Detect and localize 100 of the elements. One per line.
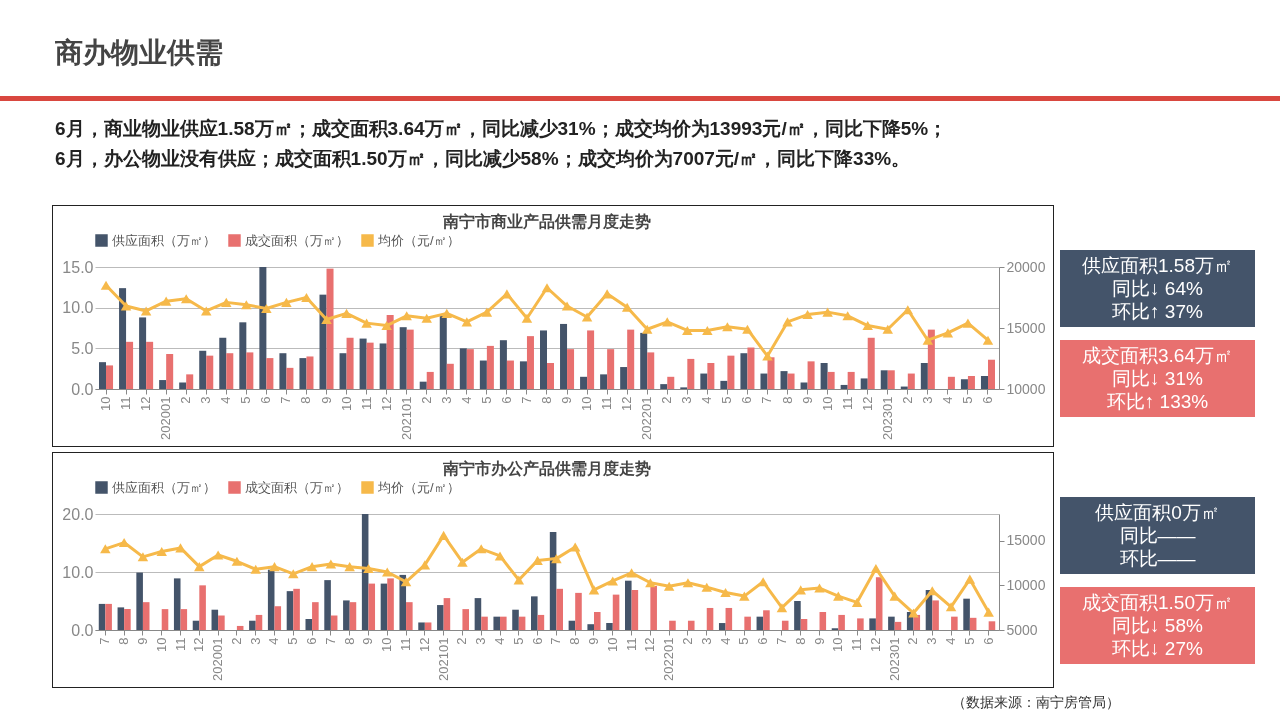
bar xyxy=(567,349,575,389)
x-tick-label: 6 xyxy=(498,396,514,404)
bar xyxy=(437,605,444,630)
bar xyxy=(211,609,219,630)
x-tick-label: 8 xyxy=(539,396,554,404)
point xyxy=(645,578,656,588)
point xyxy=(842,311,853,321)
x-tick-label: 12 xyxy=(642,637,658,652)
x-tick-label: 8 xyxy=(116,637,132,645)
text: 6月，商业物业供应1.58万㎡；成交面积3.64万㎡，同比减少31%；成交均价为13993元/㎡，同比下降5%； xyxy=(55,117,948,141)
bar xyxy=(139,317,147,389)
bar xyxy=(667,376,675,389)
bar xyxy=(446,363,454,389)
point xyxy=(702,325,713,335)
x-tick-label: 9 xyxy=(585,637,601,645)
bar xyxy=(526,336,534,389)
bar xyxy=(486,345,494,389)
text: 成交面积1.50万㎡ xyxy=(1081,591,1234,614)
bar xyxy=(767,357,775,389)
point xyxy=(212,550,224,560)
bar xyxy=(519,361,527,389)
bar xyxy=(980,375,988,389)
x-tick-label: 9 xyxy=(799,396,815,404)
bar xyxy=(820,362,828,389)
y-tick-label: 10.0 xyxy=(62,563,94,581)
bar xyxy=(987,359,995,389)
x-tick-label: 8 xyxy=(567,637,583,645)
text: （数据来源：南宁房管局） xyxy=(952,694,1120,712)
text: 环比—— xyxy=(1118,547,1197,570)
x-tick-label: 11 xyxy=(849,637,865,651)
bar xyxy=(293,588,300,630)
point xyxy=(438,530,449,540)
x-tick-label: 6 xyxy=(258,396,274,404)
point xyxy=(581,312,593,322)
bar xyxy=(587,624,594,630)
x-tick-label: 3 xyxy=(919,396,935,404)
bar xyxy=(600,374,608,389)
x-tick-label: 8 xyxy=(298,396,314,404)
x-tick-label: 2 xyxy=(454,637,470,645)
bar xyxy=(206,355,214,389)
point xyxy=(288,569,299,579)
point xyxy=(140,306,152,316)
x-tick-label: 12 xyxy=(867,637,883,652)
point xyxy=(776,603,788,613)
bar xyxy=(379,343,387,389)
x-tick-label: 4 xyxy=(943,637,959,645)
bar xyxy=(707,362,715,389)
x-tick-label: 8 xyxy=(341,637,357,645)
bar xyxy=(794,601,801,630)
bar xyxy=(399,327,407,389)
y-tick-label: 15.0 xyxy=(62,258,94,276)
x-tick-label: 10 xyxy=(830,637,846,652)
point xyxy=(561,301,573,311)
point xyxy=(306,562,318,572)
x-tick-label: 8 xyxy=(779,396,795,404)
x-tick-label: 202301 xyxy=(886,637,902,681)
bar xyxy=(780,371,788,389)
bar xyxy=(706,607,714,630)
bar xyxy=(173,578,181,630)
point xyxy=(882,324,893,334)
text: 供应面积0万㎡ xyxy=(1094,501,1221,524)
point xyxy=(908,608,919,618)
bar xyxy=(161,609,169,630)
text: 环比↑ 37% xyxy=(1111,300,1204,323)
point xyxy=(833,591,844,601)
x-tick-label: 2 xyxy=(228,637,244,645)
bar xyxy=(580,376,588,389)
x-tick-label: 4 xyxy=(939,396,955,404)
bar xyxy=(424,622,432,630)
bar xyxy=(620,367,628,389)
bar xyxy=(920,362,928,389)
x-tick-label: 3 xyxy=(198,396,214,404)
bar xyxy=(827,371,835,389)
bar xyxy=(324,580,331,630)
bar xyxy=(631,589,639,630)
bar xyxy=(439,315,447,389)
point xyxy=(400,577,412,587)
bar xyxy=(105,603,112,630)
x-tick-label: 11 xyxy=(358,396,374,410)
point xyxy=(344,562,355,572)
x-tick-label: 7 xyxy=(548,637,564,645)
point xyxy=(481,307,493,317)
point xyxy=(175,543,186,553)
x-tick-label: 11 xyxy=(398,637,414,651)
bar xyxy=(760,373,768,389)
bar xyxy=(718,623,726,630)
y2-tick-label: 15000 xyxy=(1006,319,1046,336)
point xyxy=(626,568,637,578)
point xyxy=(382,567,393,577)
y-tick-label: 5.0 xyxy=(71,339,94,357)
point xyxy=(814,583,825,593)
chart-title: 南宁市办公产品供需月度走势 xyxy=(442,459,651,477)
bar xyxy=(800,382,808,389)
bar xyxy=(443,598,451,630)
legend-label: 供应面积（万㎡） xyxy=(112,232,216,248)
point xyxy=(802,310,813,320)
point xyxy=(822,307,833,317)
bar xyxy=(840,384,848,389)
point xyxy=(250,564,261,574)
bar xyxy=(219,337,227,389)
